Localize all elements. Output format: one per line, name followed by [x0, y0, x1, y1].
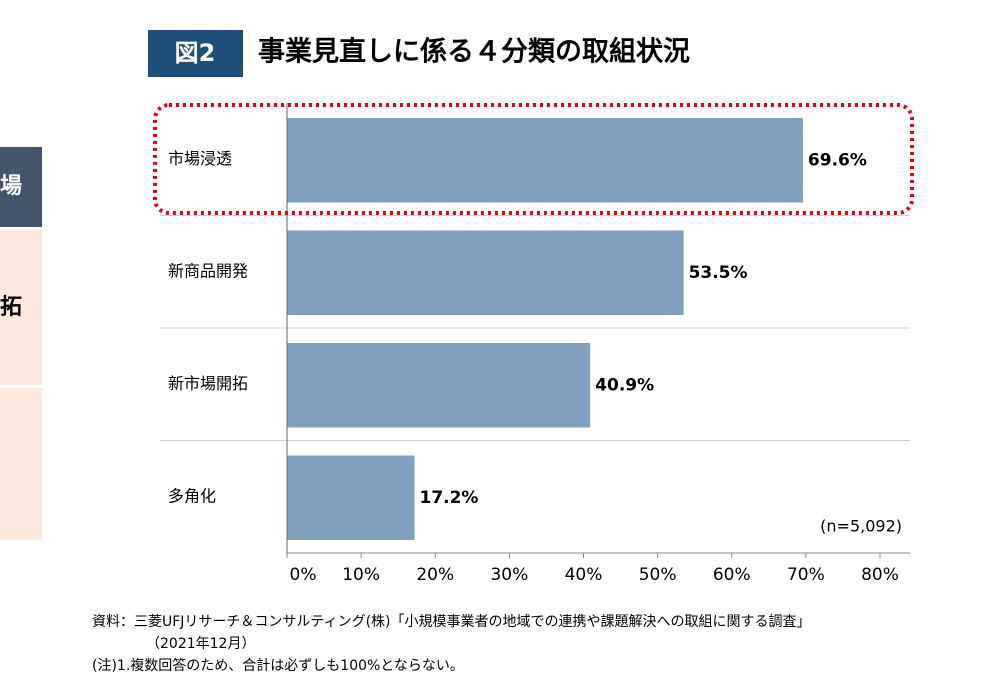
bar	[287, 343, 591, 428]
y-tick-label: 新商品開発	[168, 261, 248, 280]
bar	[287, 118, 803, 203]
bar	[287, 455, 415, 540]
highlight-frame	[153, 103, 914, 215]
x-tick-label: 10%	[342, 565, 380, 585]
side-panel-dark	[0, 147, 42, 227]
x-tick-label: 30%	[490, 565, 528, 585]
y-tick-label: 市場浸透	[168, 149, 232, 168]
x-tick-label: 70%	[787, 565, 825, 585]
x-tick-label: 50%	[639, 565, 677, 585]
note: 資料：三菱UFJリサーチ＆コンサルティング(株)「小規模事業者の地域での連携や課…	[92, 614, 811, 630]
figure-label-box	[148, 30, 243, 77]
value-label: 69.6%	[808, 150, 867, 170]
x-tick-label: 40%	[565, 565, 603, 585]
side-panel-pink	[0, 230, 42, 385]
value-label: 40.9%	[595, 375, 654, 395]
value-label: 53.5%	[689, 263, 748, 283]
chart-title: 事業見直しに係る４分類の取組状況	[258, 36, 690, 68]
x-tick-label: 20%	[416, 565, 454, 585]
side-label: 場	[0, 174, 22, 199]
side-panel-pink	[0, 388, 42, 540]
annotation: (n=5,092)	[820, 517, 902, 536]
note: (注)1.複数回答のため、合計は必ずしも100%とならない。	[92, 657, 464, 674]
x-tick-label: 0%	[290, 565, 317, 585]
figure-label: 図2	[175, 39, 216, 67]
note: （2021年12月）	[146, 636, 255, 652]
x-tick-label: 60%	[713, 565, 751, 585]
y-tick-label: 新市場開拓	[168, 374, 248, 393]
bar	[287, 230, 684, 315]
side-label: 拓	[0, 295, 22, 320]
value-label: 17.2%	[419, 488, 478, 508]
y-tick-label: 多角化	[168, 486, 216, 505]
x-tick-label: 80%	[861, 565, 899, 585]
